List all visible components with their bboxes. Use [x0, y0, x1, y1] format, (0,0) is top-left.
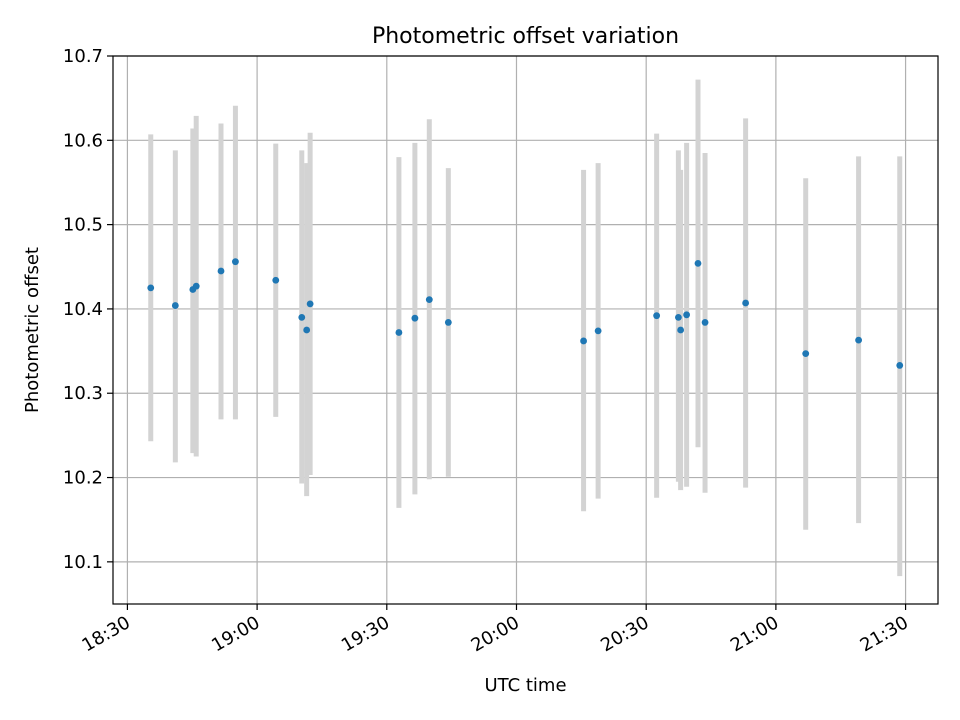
data-point: [694, 259, 702, 267]
data-point: [272, 276, 280, 284]
data-point: [594, 327, 602, 335]
x-tick-label: 18:30: [78, 612, 133, 656]
y-tick-label: 10.3: [63, 383, 103, 404]
data-point: [580, 337, 587, 345]
x-tick-label: 21:00: [727, 612, 782, 656]
chart-title: Photometric offset variation: [372, 24, 679, 49]
data-point: [232, 258, 239, 266]
data-point: [896, 362, 904, 369]
y-tick-label: 10.5: [63, 215, 103, 236]
data-point: [147, 284, 155, 292]
data-point: [217, 267, 225, 275]
x-tick-label: 20:00: [468, 612, 523, 656]
x-tick-label: 19:30: [338, 612, 393, 656]
data-point: [855, 336, 862, 344]
data-point: [677, 326, 685, 334]
y-tick-label: 10.4: [63, 299, 103, 320]
data-point: [395, 329, 403, 336]
data-point: [306, 300, 314, 308]
x-tick-label: 21:30: [857, 612, 912, 656]
y-tick-label: 10.6: [63, 130, 103, 151]
data-point: [171, 302, 179, 309]
x-tick-label: 19:00: [208, 612, 263, 656]
data-point: [683, 311, 691, 319]
data-point: [298, 313, 306, 321]
data-point: [674, 313, 682, 321]
data-point: [192, 282, 200, 290]
y-tick-label: 10.2: [63, 468, 103, 489]
data-point: [411, 314, 419, 322]
x-axis-label: UTC time: [484, 675, 566, 696]
plot-frame: [112, 55, 939, 605]
y-axis-label: Photometric offset: [22, 247, 43, 413]
y-axis-ticks: 10.1 10.2 10.3 10.4 10.5 10.6 10.7: [63, 46, 113, 573]
error-bars: [148, 79, 903, 577]
data-point: [701, 319, 709, 326]
data-point: [444, 319, 452, 326]
data-point: [653, 312, 661, 320]
y-tick-label: 10.1: [63, 552, 103, 573]
data-point: [425, 296, 433, 304]
y-tick-label: 10.7: [63, 46, 103, 67]
data-point: [802, 350, 810, 358]
data-point: [742, 299, 750, 307]
data-points: [147, 258, 904, 369]
x-tick-label: 20:30: [597, 612, 652, 656]
data-point: [303, 326, 311, 334]
x-axis-ticks: 18:30 19:00 19:30 20:00 20:30 21:00 21:30: [78, 604, 912, 656]
